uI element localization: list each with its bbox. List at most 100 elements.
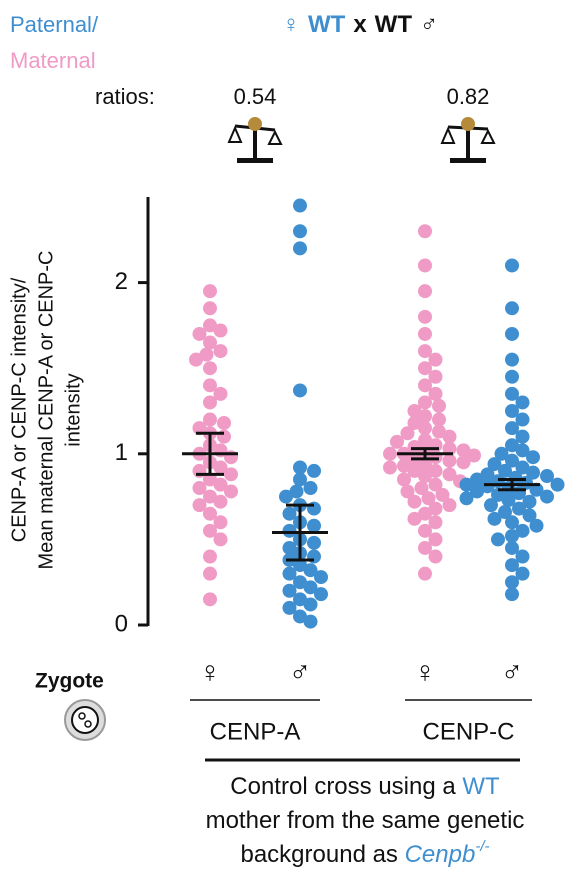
data-point — [203, 506, 217, 521]
data-point — [314, 587, 328, 602]
row-label: Zygote — [35, 670, 104, 693]
data-point — [428, 515, 443, 530]
data-point — [418, 506, 432, 521]
caption-part: background as — [240, 841, 404, 868]
caption-line: mother from the same genetic — [206, 807, 525, 834]
group-label: CENP-A — [210, 718, 301, 745]
data-point — [314, 570, 328, 585]
data-point — [418, 433, 432, 448]
data-point — [505, 326, 519, 341]
data-point — [421, 491, 436, 506]
data-point — [418, 224, 432, 239]
data-point — [307, 518, 321, 533]
data-point — [442, 467, 457, 482]
data-point — [512, 501, 526, 516]
cross-title: ♀ WT x WT ♂ — [282, 11, 438, 38]
data-point — [192, 326, 207, 341]
data-point — [203, 301, 217, 316]
data-point — [515, 549, 530, 564]
scale-icon — [227, 117, 283, 163]
data-point — [293, 592, 307, 607]
data-point — [505, 558, 519, 573]
data-point — [418, 284, 432, 299]
data-point — [456, 455, 471, 470]
data-point — [515, 429, 530, 444]
data-point — [418, 523, 432, 538]
x-tick-label: ♂ — [501, 656, 524, 689]
y-axis-label: Mean maternal CENP-A or CENP-C — [35, 251, 57, 570]
cross-part: x — [353, 11, 367, 38]
data-point — [418, 258, 432, 273]
data-point — [279, 489, 293, 504]
data-point — [459, 477, 474, 492]
group-label: CENP-C — [422, 718, 514, 745]
data-point — [418, 421, 432, 436]
data-point — [383, 446, 397, 461]
data-point — [418, 409, 432, 424]
data-point — [515, 523, 530, 538]
maternal-label: Maternal — [10, 48, 96, 73]
data-point — [293, 609, 307, 624]
data-point — [293, 460, 307, 475]
data-point — [505, 352, 519, 367]
data-point — [494, 446, 509, 461]
data-point — [203, 395, 217, 410]
ratio-label: 0.54 — [234, 84, 277, 109]
data-point — [203, 361, 217, 376]
data-point — [282, 583, 297, 598]
data-point — [213, 323, 228, 338]
data-point — [501, 493, 516, 508]
data-point — [418, 344, 432, 359]
paternal-label: Paternal/ — [10, 12, 99, 37]
data-point — [224, 467, 238, 482]
data-point — [407, 415, 422, 430]
data-point — [282, 506, 297, 521]
data-point — [203, 318, 217, 333]
data-point — [480, 467, 495, 482]
data-point — [213, 460, 228, 475]
data-point — [407, 511, 422, 526]
data-point — [203, 412, 217, 427]
data-point — [505, 587, 519, 602]
data-point — [307, 463, 321, 478]
data-point — [498, 463, 512, 478]
data-point — [505, 301, 519, 316]
data-point — [470, 484, 484, 499]
data-point — [203, 335, 217, 350]
data-point — [224, 484, 238, 499]
data-point — [213, 386, 228, 401]
ratio-label: 0.82 — [447, 84, 490, 109]
data-point — [529, 482, 544, 497]
cross-part: ♂ — [420, 11, 438, 38]
data-point — [456, 443, 471, 458]
y-tick-label: 1 — [115, 439, 128, 466]
data-point — [303, 580, 318, 595]
data-point — [203, 523, 217, 538]
data-point — [303, 481, 318, 496]
data-point — [526, 450, 540, 465]
data-point — [491, 532, 505, 547]
caption-part: Control cross using a — [230, 773, 462, 800]
data-point — [540, 469, 554, 484]
data-point — [203, 549, 217, 564]
data-point — [515, 395, 530, 410]
data-point — [293, 383, 307, 398]
data-point — [428, 549, 443, 564]
y-tick-label: 2 — [115, 268, 128, 295]
cross-part: WT — [375, 11, 413, 38]
data-point — [303, 563, 318, 578]
data-point — [428, 386, 443, 401]
data-point — [428, 369, 443, 384]
caption-part: WT — [462, 773, 500, 800]
data-point — [203, 284, 217, 299]
data-point — [400, 484, 415, 499]
data-point — [418, 395, 432, 410]
data-point — [515, 412, 530, 427]
data-point — [442, 441, 457, 456]
data-point — [282, 566, 297, 581]
data-point — [213, 532, 228, 547]
data-point — [428, 477, 443, 492]
caption-part: mother from the same genetic — [206, 807, 525, 834]
zygote-icon — [64, 699, 106, 741]
